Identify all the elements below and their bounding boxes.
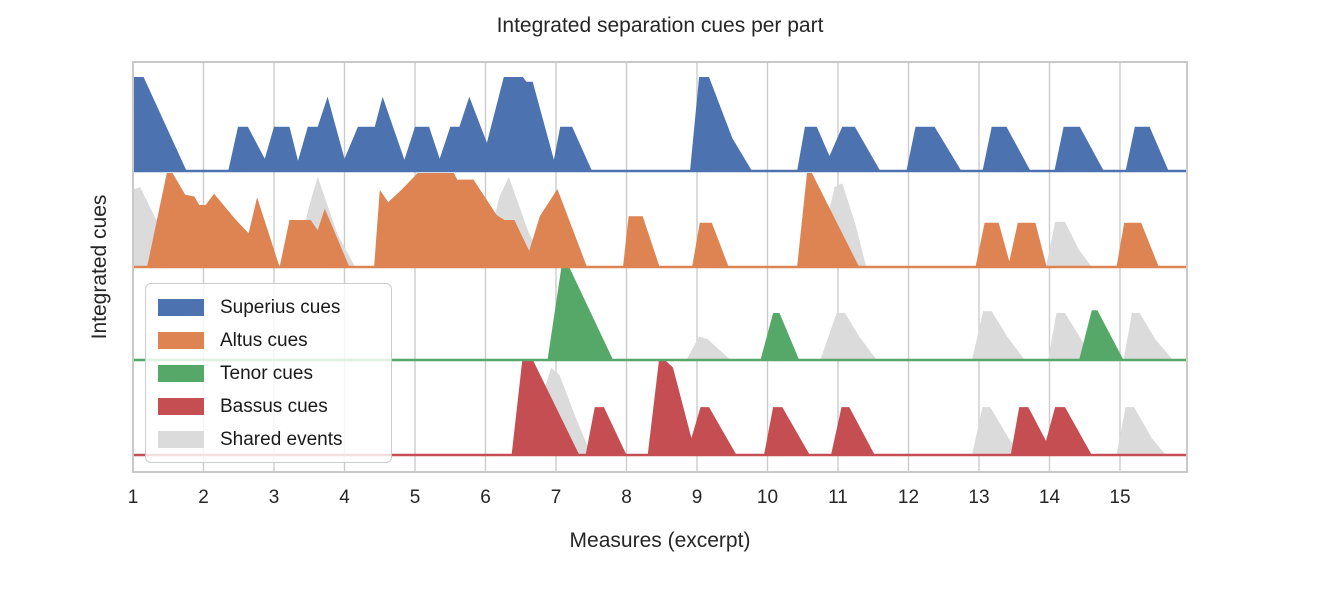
x-tick-label-13: 13	[968, 487, 990, 508]
x-tick-label-12: 12	[897, 487, 920, 508]
x-tick-label-3: 3	[268, 487, 280, 508]
legend-swatch-icon	[158, 332, 204, 349]
altus-cues-area	[147, 173, 1188, 267]
x-tick-label-2: 2	[198, 487, 209, 508]
legend-swatch-icon	[158, 365, 204, 382]
x-tick-label-7: 7	[550, 487, 562, 508]
legend-entry: Bassus cues	[158, 390, 391, 423]
legend-swatch-icon	[158, 299, 204, 316]
bassus-cues-area	[511, 361, 1188, 455]
legend: Superius cues Altus cues Tenor cues Bassus …	[145, 283, 392, 463]
shared-events-area-altus	[132, 176, 1188, 267]
x-tick-label-15: 15	[1109, 487, 1131, 508]
legend-label: Superius cues	[220, 296, 341, 318]
x-tick-label-1: 1	[127, 487, 139, 508]
plot-frame	[132, 61, 1188, 473]
shared-events-area-bassus	[524, 367, 1188, 455]
tenor-cues-area	[547, 266, 1188, 360]
x-tick-label-5: 5	[409, 487, 421, 508]
legend-label: Shared events	[220, 428, 343, 450]
shared-events-area-tenor	[686, 311, 1188, 360]
legend-swatch-icon	[158, 431, 204, 448]
legend-label: Altus cues	[220, 329, 308, 351]
x-tick-label-11: 11	[828, 487, 848, 508]
y-axis-label: Integrated cues	[88, 194, 111, 340]
legend-entry: Altus cues	[158, 324, 391, 357]
x-tick-label-10: 10	[756, 487, 779, 508]
x-tick-label-14: 14	[1038, 487, 1061, 508]
legend-entry: Superius cues	[158, 291, 391, 324]
legend-entry: Tenor cues	[158, 357, 391, 390]
x-tick-label-8: 8	[621, 487, 632, 508]
x-tick-label-9: 9	[691, 487, 703, 508]
legend-label: Bassus cues	[220, 395, 328, 417]
x-tick-label-4: 4	[339, 487, 350, 508]
x-tick-label-6: 6	[480, 487, 491, 508]
x-axis-label: Measures (excerpt)	[569, 529, 751, 552]
legend-swatch-icon	[158, 398, 204, 415]
chart-title: Integrated separation cues per part	[496, 14, 824, 37]
superius-cues-area	[132, 77, 1188, 171]
legend-entry: Shared events	[158, 423, 391, 456]
legend-label: Tenor cues	[220, 362, 313, 384]
